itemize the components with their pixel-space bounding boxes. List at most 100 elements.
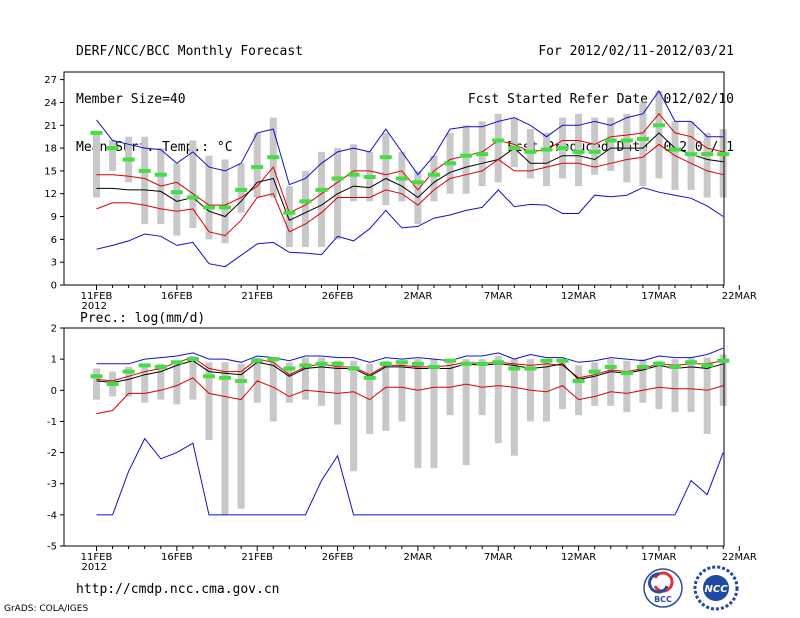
x-tick-label: 26FEB: [322, 552, 354, 563]
median-mark: [267, 155, 280, 160]
median-mark: [636, 364, 649, 369]
y-tick-label: 18: [44, 144, 57, 155]
range-bar: [494, 113, 502, 183]
x-tick-label: 16FEB: [161, 552, 193, 563]
x-tick-label: 11FEB: [81, 291, 113, 302]
range-bar: [398, 360, 406, 422]
median-mark: [202, 205, 215, 210]
range-bar: [93, 132, 100, 198]
median-mark: [299, 199, 312, 204]
median-mark: [411, 180, 424, 185]
series-line-lower: [96, 377, 724, 415]
series-line-max: [96, 347, 724, 365]
y-tick-label: 24: [44, 98, 57, 109]
range-bar: [510, 359, 518, 456]
range-bar: [623, 360, 631, 413]
median-mark: [427, 172, 440, 177]
median-mark: [154, 364, 167, 369]
range-bar: [607, 117, 615, 171]
range-bar: [205, 362, 213, 441]
range-bar: [575, 365, 583, 416]
x-tick-label: 12MAR: [561, 552, 596, 563]
median-mark: [685, 360, 698, 365]
range-bar: [639, 102, 647, 187]
range-bar: [542, 359, 550, 422]
x-tick-label: 17MAR: [641, 552, 676, 563]
median-mark: [90, 374, 103, 379]
median-mark: [138, 168, 151, 173]
median-mark: [186, 195, 199, 200]
y-tick-label: 27: [44, 75, 57, 86]
range-bar: [382, 132, 390, 206]
median-mark: [315, 361, 328, 366]
precip-title: Prec.: log(mm/d): [80, 311, 205, 326]
range-bar: [173, 360, 181, 405]
median-mark: [604, 364, 617, 369]
header-left: DERF/NCC/BCC Monthly Forecast Member Siz…: [76, 12, 303, 172]
started-refer-date: Fcst Started Refer Date 2012/02/10: [467, 92, 734, 107]
y-tick-label: 3: [51, 258, 57, 269]
median-mark: [315, 187, 328, 192]
x-tick-label: 16FEB: [161, 291, 193, 302]
website-url[interactable]: http://cmdp.ncc.cma.gov.cn: [76, 582, 280, 597]
range-bar: [317, 151, 325, 247]
series-line-upper: [96, 113, 724, 214]
range-bar: [269, 357, 277, 422]
y-tick-label: 1: [51, 355, 57, 366]
x-tick-label: 21FEB: [241, 552, 273, 563]
forecast-period: For 2012/02/11-2012/03/21: [538, 44, 734, 59]
median-mark: [604, 138, 617, 143]
range-bar: [494, 356, 502, 444]
median-mark: [122, 369, 135, 374]
x-tick-label: 11FEB: [81, 552, 113, 563]
median-mark: [620, 371, 633, 376]
y-tick-label: 12: [44, 189, 57, 200]
y-tick-label: -2: [47, 448, 57, 459]
median-mark: [476, 152, 489, 157]
series-line-max: [96, 90, 724, 186]
median-mark: [652, 123, 665, 128]
range-bar: [301, 170, 309, 247]
median-mark: [411, 361, 424, 366]
x-tick-label: 2MAR: [404, 291, 433, 302]
range-bar: [591, 117, 599, 175]
x-tick-label: 2MAR: [404, 552, 433, 563]
median-mark: [620, 138, 633, 143]
median-mark: [347, 366, 360, 371]
x-year-label: 2012: [82, 301, 107, 312]
range-bar: [430, 155, 438, 202]
median-mark: [299, 363, 312, 368]
range-bar: [285, 186, 293, 247]
series-line-min: [96, 187, 724, 268]
range-bar: [109, 140, 117, 171]
x-tick-label: 7MAR: [484, 291, 513, 302]
median-mark: [460, 153, 473, 158]
range-bar: [462, 359, 470, 466]
median-mark: [170, 360, 183, 365]
series-line-mean: [96, 132, 724, 221]
median-mark: [90, 130, 103, 135]
y-tick-label: -5: [47, 542, 57, 553]
x-tick-label: 17MAR: [641, 291, 676, 302]
median-mark: [186, 357, 199, 362]
range-bar: [189, 140, 197, 228]
y-tick-label: 9: [51, 212, 57, 223]
chart-title: DERF/NCC/BCC Monthly Forecast: [76, 44, 303, 59]
median-mark: [669, 364, 682, 369]
y-tick-label: 15: [44, 166, 57, 177]
range-bar: [253, 357, 261, 403]
range-bar: [173, 163, 181, 236]
range-bar: [462, 125, 470, 194]
median-mark: [476, 361, 489, 366]
median-mark: [379, 361, 392, 366]
chart-panel-2: -5 -4 -3 -2 -1 0 1 2 11FEB 16FEB 21FEB 26FEB 2MAR 7MA…: [47, 324, 757, 574]
range-bar: [350, 360, 358, 472]
median-mark: [444, 161, 457, 166]
median-mark: [669, 147, 682, 152]
x-tick-label: 12MAR: [561, 291, 596, 302]
chart-panel-1: 0 3 6 9 12 15 18 21 24 27 11FEB 16FEB 21FEB 26FEB 2MAR…: [44, 71, 757, 312]
median-mark: [492, 360, 505, 365]
range-bar: [703, 132, 711, 198]
range-bar: [703, 357, 711, 434]
y-tick-label: 21: [44, 121, 57, 132]
